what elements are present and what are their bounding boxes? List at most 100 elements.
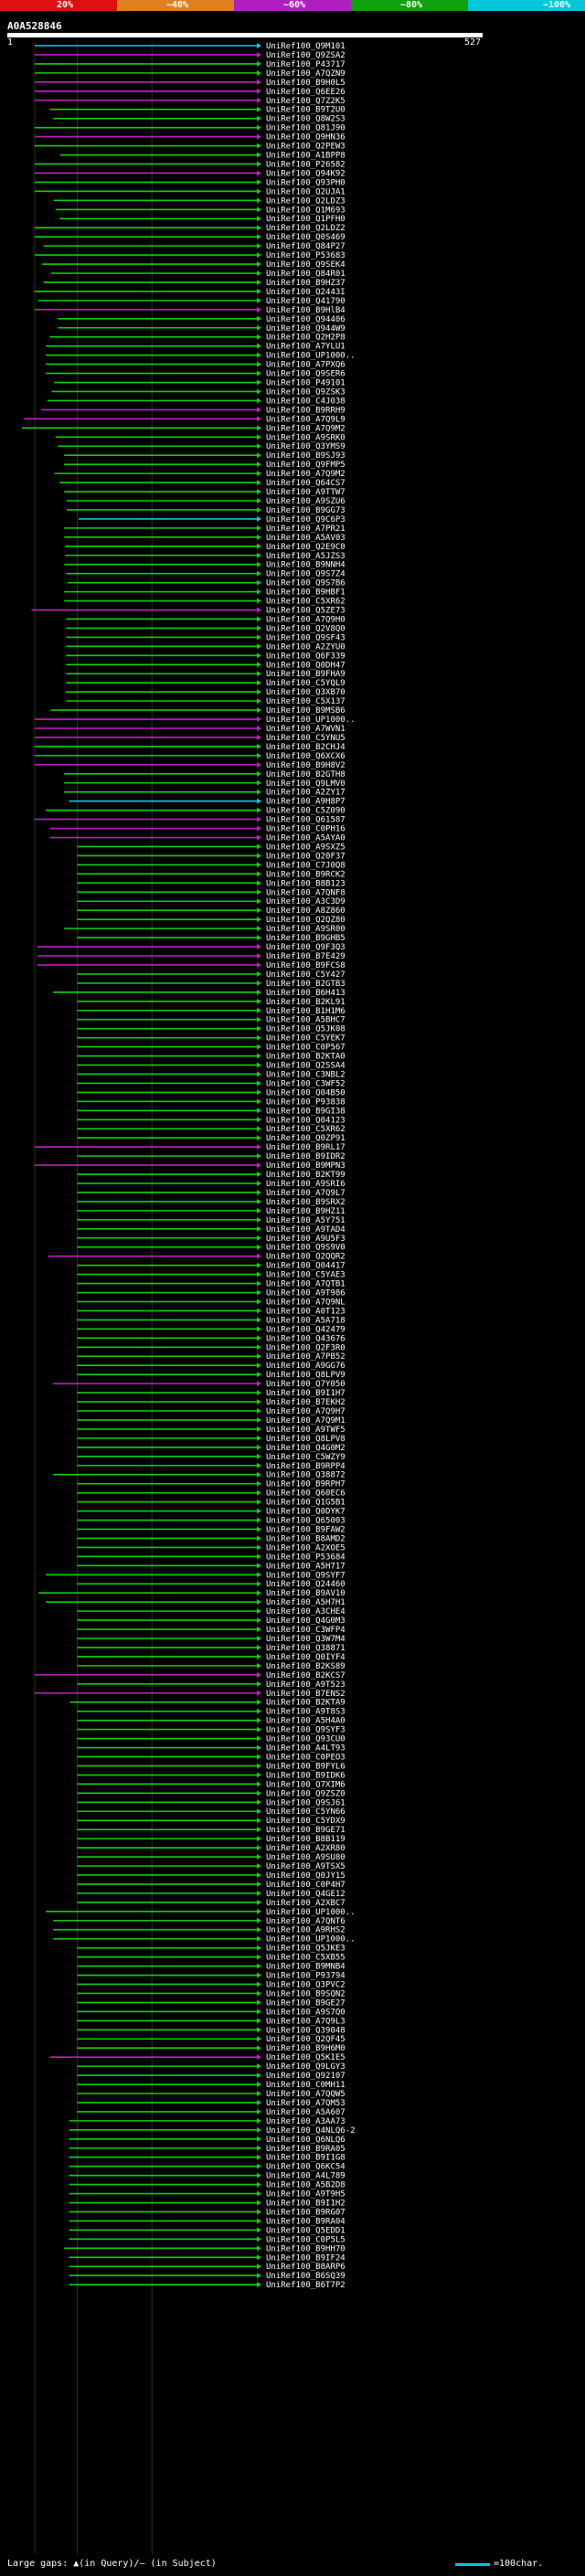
hit-label[interactable]: UniRef100_Q9S7Z4 xyxy=(266,570,346,579)
hit-label[interactable]: UniRef100_A5AYA0 xyxy=(266,834,346,843)
hit-label[interactable]: UniRef100_Q0JY15 xyxy=(266,1871,346,1881)
hit-label[interactable]: UniRef100_C3WF52 xyxy=(266,1079,346,1088)
hit-label[interactable]: UniRef100_C7J0Q8 xyxy=(266,861,346,870)
hit-label[interactable]: UniRef100_B8B119 xyxy=(266,1835,346,1844)
hit-label[interactable]: UniRef100_A7Q9M2 xyxy=(266,470,346,479)
hit-label[interactable]: UniRef100_Q6NLQ6 xyxy=(266,2136,346,2145)
hit-label[interactable]: UniRef100_UP1000.. xyxy=(266,1908,356,1917)
hit-label[interactable]: UniRef100_A4LT93 xyxy=(266,1744,346,1754)
hit-label[interactable]: UniRef100_Q1G5B1 xyxy=(266,1499,346,1508)
hit-label[interactable]: UniRef100_Q42479 xyxy=(266,1325,346,1334)
hit-label[interactable]: UniRef100_B9H6M0 xyxy=(266,2044,346,2053)
hit-label[interactable]: UniRef100_B7ENS2 xyxy=(266,1690,346,1699)
hit-label[interactable]: UniRef100_B9MNB4 xyxy=(266,1963,346,1972)
hit-label[interactable]: UniRef100_Q0IYF4 xyxy=(266,1653,346,1662)
hit-label[interactable]: UniRef100_Q2QF45 xyxy=(266,2035,346,2044)
hit-label[interactable]: UniRef100_B9AV10 xyxy=(266,1589,346,1598)
hit-label[interactable]: UniRef100_B2KL91 xyxy=(266,998,346,1007)
hit-label[interactable]: UniRef100_P43717 xyxy=(266,60,346,69)
hit-label[interactable]: UniRef100_A5H717 xyxy=(266,1562,346,1571)
hit-label[interactable]: UniRef100_Q7XIM6 xyxy=(266,1780,346,1789)
hit-label[interactable]: UniRef100_A9SZU6 xyxy=(266,497,346,506)
hit-label[interactable]: UniRef100_B7EKH2 xyxy=(266,1398,346,1407)
hit-label[interactable]: UniRef100_A7PXQ6 xyxy=(266,361,346,370)
hit-label[interactable]: UniRef100_B2KCS7 xyxy=(266,1671,346,1680)
hit-label[interactable]: UniRef100_B1H1M6 xyxy=(266,1007,346,1016)
hit-label[interactable]: UniRef100_Q3YMS9 xyxy=(266,442,346,451)
hit-label[interactable]: UniRef100_B9GG73 xyxy=(266,506,346,515)
hit-label[interactable]: UniRef100_Q6KC54 xyxy=(266,2163,346,2172)
hit-label[interactable]: UniRef100_Q04417 xyxy=(266,1262,346,1271)
hit-label[interactable]: UniRef100_Q92107 xyxy=(266,2072,346,2081)
hit-label[interactable]: UniRef100_Q2SSA4 xyxy=(266,1062,346,1071)
hit-label[interactable]: UniRef100_C5YN66 xyxy=(266,1807,346,1817)
hit-label[interactable]: UniRef100_A7Q9H7 xyxy=(266,1407,346,1416)
hit-label[interactable]: UniRef100_Q38871 xyxy=(266,1644,346,1653)
hit-label[interactable]: UniRef100_B9RPP4 xyxy=(266,1462,346,1471)
hit-label[interactable]: UniRef100_A3AA73 xyxy=(266,2117,346,2126)
hit-label[interactable]: UniRef100_A7QNT6 xyxy=(266,1917,346,1926)
hit-label[interactable]: UniRef100_B7E429 xyxy=(266,952,346,961)
hit-label[interactable]: UniRef100_Q9SYF7 xyxy=(266,1571,346,1580)
hit-label[interactable]: UniRef100_Q2QQR2 xyxy=(266,1253,346,1262)
hit-label[interactable]: UniRef100_Q2E9C0 xyxy=(266,543,346,552)
hit-label[interactable]: UniRef100_B6H413 xyxy=(266,989,346,998)
hit-label[interactable]: UniRef100_B9RPH7 xyxy=(266,1480,346,1489)
hit-label[interactable]: UniRef100_B8B123 xyxy=(266,879,346,888)
hit-label[interactable]: UniRef100_B9GE71 xyxy=(266,1826,346,1835)
hit-label[interactable]: UniRef100_Q9SYF3 xyxy=(266,1726,346,1735)
hit-label[interactable]: UniRef100_C5WZY9 xyxy=(266,1453,346,1462)
hit-label[interactable]: UniRef100_C0PEO3 xyxy=(266,1753,346,1762)
hit-label[interactable]: UniRef100_Q39048 xyxy=(266,2026,346,2035)
hit-label[interactable]: UniRef100_Q43676 xyxy=(266,1334,346,1343)
hit-label[interactable]: UniRef100_Q8LPV9 xyxy=(266,1371,346,1380)
hit-label[interactable]: UniRef100_B9IF24 xyxy=(266,2253,346,2263)
hit-label[interactable]: UniRef100_A7WVN1 xyxy=(266,725,346,734)
hit-label[interactable]: UniRef100_A3CHE4 xyxy=(266,1607,346,1617)
hit-label[interactable]: UniRef100_Q61587 xyxy=(266,816,346,825)
hit-label[interactable]: UniRef100_Q9SEK4 xyxy=(266,260,346,270)
hit-label[interactable]: UniRef100_A2XR80 xyxy=(266,1844,346,1853)
hit-label[interactable]: UniRef100_Q81J90 xyxy=(266,124,346,133)
hit-label[interactable]: UniRef100_Q9LMV0 xyxy=(266,779,346,789)
hit-label[interactable]: UniRef100_Q8LPV8 xyxy=(266,1435,346,1444)
hit-label[interactable]: UniRef100_C0MH11 xyxy=(266,2081,346,2090)
hit-label[interactable]: UniRef100_P53684 xyxy=(266,1553,346,1562)
hit-label[interactable]: UniRef100_Q94406 xyxy=(266,315,346,324)
hit-label[interactable]: UniRef100_B9HZ37 xyxy=(266,279,346,288)
hit-label[interactable]: UniRef100_A5A718 xyxy=(266,1316,346,1325)
hit-label[interactable]: UniRef100_A9T9H5 xyxy=(266,2190,346,2200)
hit-label[interactable]: UniRef100_B9GE27 xyxy=(266,1998,346,2008)
hit-label[interactable]: UniRef100_Q5EDD1 xyxy=(266,2226,346,2235)
hit-label[interactable]: UniRef100_B9SQN2 xyxy=(266,1989,346,1998)
hit-label[interactable]: UniRef100_A9T986 xyxy=(266,1289,346,1299)
hit-label[interactable]: UniRef100_A7QM53 xyxy=(266,2099,346,2108)
hit-label[interactable]: UniRef100_B2KS89 xyxy=(266,1662,346,1671)
hit-label[interactable]: UniRef100_C4J038 xyxy=(266,397,346,406)
hit-label[interactable]: UniRef100_A9SR00 xyxy=(266,925,346,934)
hit-label[interactable]: UniRef100_A2ZY17 xyxy=(266,789,346,798)
hit-label[interactable]: UniRef100_Q9ZSK3 xyxy=(266,387,346,397)
hit-label[interactable]: UniRef100_Q3XB70 xyxy=(266,688,346,697)
hit-label[interactable]: UniRef100_Q04B50 xyxy=(266,1088,346,1097)
hit-label[interactable]: UniRef100_A7QNF8 xyxy=(266,888,346,897)
hit-label[interactable]: UniRef100_Q6XCX6 xyxy=(266,752,346,761)
hit-label[interactable]: UniRef100_C0P5L5 xyxy=(266,2235,346,2244)
hit-label[interactable]: UniRef100_A9SXZ5 xyxy=(266,843,346,852)
hit-label[interactable]: UniRef100_B9HBF1 xyxy=(266,588,346,598)
hit-label[interactable]: UniRef100_B2GTH8 xyxy=(266,770,346,779)
hit-label[interactable]: UniRef100_A9GG76 xyxy=(266,1362,346,1371)
hit-label[interactable]: UniRef100_Q60EC6 xyxy=(266,1489,346,1499)
hit-label[interactable]: UniRef100_A9TWF5 xyxy=(266,1426,346,1435)
hit-label[interactable]: UniRef100_Q0DH47 xyxy=(266,661,346,670)
hit-label[interactable]: UniRef100_Q2V8Q0 xyxy=(266,624,346,633)
hit-label[interactable]: UniRef100_Q5KIE5 xyxy=(266,2053,346,2062)
hit-label[interactable]: UniRef100_Q93CU0 xyxy=(266,1735,346,1744)
hit-label[interactable]: UniRef100_A8Z860 xyxy=(266,906,346,916)
hit-label[interactable]: UniRef100_Q20F37 xyxy=(266,852,346,861)
hit-label[interactable]: UniRef100_C5YDX9 xyxy=(266,1817,346,1826)
hit-label[interactable]: UniRef100_Q3PVC2 xyxy=(266,1980,346,1989)
hit-label[interactable]: UniRef100_A5JZS3 xyxy=(266,552,346,561)
hit-label[interactable]: UniRef100_C5YEK7 xyxy=(266,1034,346,1044)
hit-label[interactable]: UniRef100_C5XR62 xyxy=(266,1125,346,1134)
